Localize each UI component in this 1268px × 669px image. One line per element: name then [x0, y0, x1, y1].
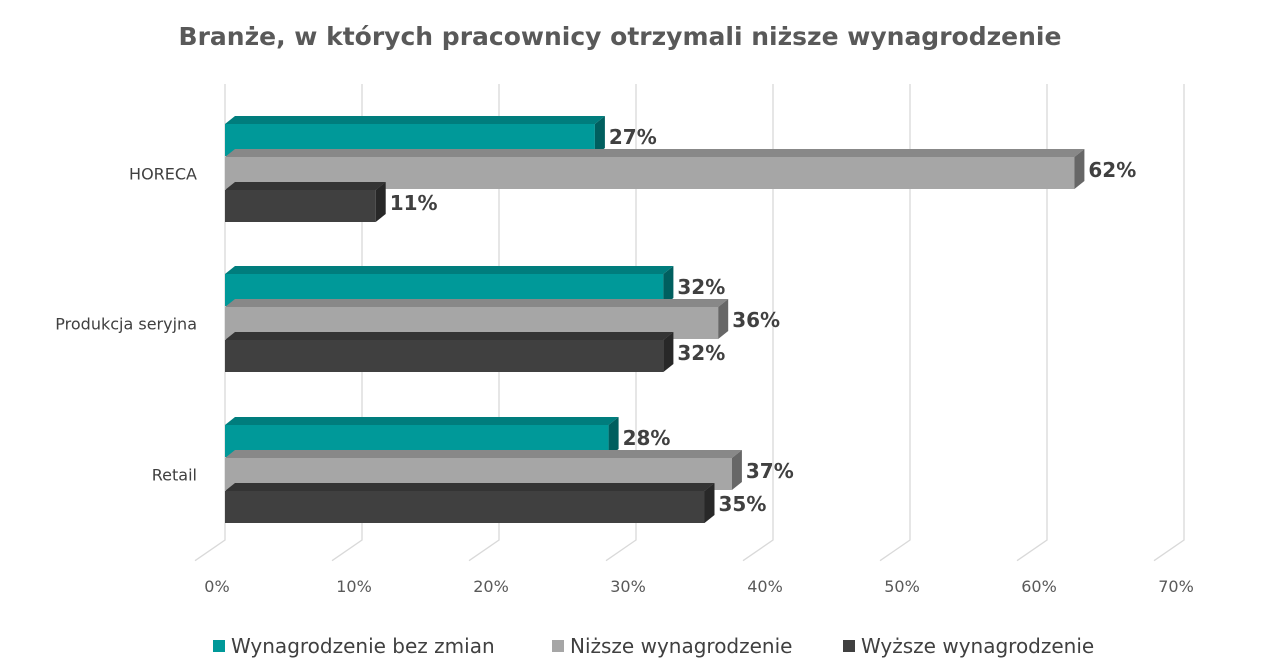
bar-side-face — [663, 332, 674, 372]
x-tick-label: 50% — [884, 577, 920, 596]
bar-top-face — [225, 266, 674, 274]
data-label: 62% — [1088, 158, 1136, 182]
bar — [225, 182, 386, 222]
x-tick-label: 30% — [610, 577, 646, 596]
bar-top-face — [225, 483, 715, 491]
data-label: 28% — [623, 426, 671, 450]
bar-top-face — [225, 116, 605, 124]
data-label: 11% — [390, 191, 438, 215]
legend-label: Niższe wynagrodzenie — [570, 634, 792, 658]
bar-side-face — [731, 450, 742, 490]
legend-swatch — [213, 640, 225, 652]
legend: Wynagrodzenie bez zmian Niższe wynagrodze… — [213, 634, 1094, 658]
bar-side-face — [594, 116, 605, 156]
gridline-2 — [468, 84, 500, 562]
data-label: 27% — [609, 125, 657, 149]
bar-top-face — [225, 450, 742, 458]
legend-label: Wyższe wynagrodzenie — [861, 634, 1094, 658]
bar-side-face — [663, 266, 674, 306]
bar-top-face — [225, 182, 386, 190]
bar-front-face — [225, 190, 376, 222]
category-label: Produkcja seryjna — [55, 315, 197, 334]
data-label: 32% — [677, 275, 725, 299]
category-label: HORECA — [129, 165, 197, 184]
legend-swatch — [843, 640, 855, 652]
labels: HORECA Produkcja seryjna Retail 27% 62% 11% 32… — [55, 125, 1136, 516]
x-tick-label: 0% — [204, 577, 229, 596]
gridline-6 — [1016, 84, 1048, 562]
bar-side-face — [608, 417, 619, 457]
gridline-3 — [605, 84, 637, 562]
data-label: 35% — [719, 492, 767, 516]
bar-side-face — [704, 483, 715, 523]
bars — [225, 116, 1085, 523]
data-label: 32% — [677, 341, 725, 365]
gridline-7 — [1153, 84, 1185, 562]
bar-side-face — [1074, 149, 1085, 189]
gridline-5 — [879, 84, 911, 562]
gridline-4 — [742, 84, 774, 562]
bar-top-face — [225, 417, 619, 425]
x-tick-label: 40% — [747, 577, 783, 596]
gridline-1 — [331, 84, 363, 562]
bar-top-face — [225, 332, 674, 340]
bar-front-face — [225, 491, 705, 523]
bar-side-face — [718, 299, 729, 339]
gridline-0 — [194, 84, 226, 562]
category-label: Retail — [152, 466, 197, 485]
x-tick-label: 10% — [336, 577, 372, 596]
bar — [225, 332, 674, 372]
gridlines: 0% 10% 20% 30% 40% 50% 60% 70% — [194, 84, 1194, 596]
bar — [225, 483, 715, 523]
data-label: 37% — [746, 459, 794, 483]
bar-top-face — [225, 299, 729, 307]
bar-front-face — [225, 340, 664, 372]
x-tick-label: 70% — [1158, 577, 1194, 596]
bar-top-face — [225, 149, 1085, 157]
x-tick-label: 20% — [473, 577, 509, 596]
legend-label: Wynagrodzenie bez zmian — [231, 634, 495, 658]
chart-title: Branże, w których pracownicy otrzymali n… — [179, 22, 1062, 51]
bar-side-face — [375, 182, 386, 222]
legend-swatch — [552, 640, 564, 652]
data-label: 36% — [732, 308, 780, 332]
x-tick-label: 60% — [1021, 577, 1057, 596]
